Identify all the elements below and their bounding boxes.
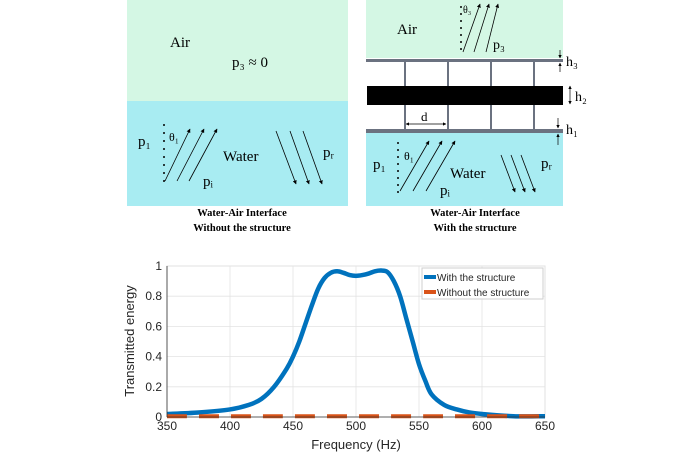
pi-label: pᵢ [203, 174, 214, 190]
x-tick-label: 550 [409, 419, 429, 433]
h3-label: h₃ [566, 55, 578, 70]
caption-line2: Without the structure [193, 223, 291, 234]
water-region [366, 132, 563, 206]
transmission-chart: 350 400 450 500 550 600 650 0 0.2 0.4 0.6 0.8 1 Freq… [122, 259, 555, 452]
y-tick-label: 0.6 [145, 319, 162, 333]
caption-line1: Water-Air Interface [430, 208, 520, 219]
air-label: Air [397, 22, 417, 38]
pi-label: pᵢ [440, 183, 451, 199]
legend: With the structure Without the structure [421, 267, 544, 300]
y-tick-label: 0 [155, 410, 162, 424]
x-tick-label: 650 [535, 419, 555, 433]
x-axis-label: Frequency (Hz) [311, 437, 401, 452]
p1-label: p₁ [138, 134, 151, 150]
theta3-label: θ₃ [463, 5, 471, 16]
p3-label: p₃ ≈ 0 [232, 55, 268, 71]
y-tick-label: 0.4 [145, 350, 162, 364]
p1-label: p₁ [373, 157, 386, 173]
right-panel: Air θ₃ p₃ h₃ h₂ h₁ d Water p₁ θ₁ pᵢ pᵣ [366, 0, 587, 234]
theta1-label: θ₁ [169, 130, 179, 144]
legend-label-without: Without the structure [437, 288, 530, 299]
caption-line2: With the structure [433, 223, 516, 234]
air-label: Air [170, 35, 190, 51]
h2-label: h₂ [575, 90, 587, 105]
pr-label: pᵣ [541, 156, 553, 172]
top-plate [366, 59, 563, 62]
series-line-with [166, 268, 546, 419]
d-label: d [421, 109, 428, 124]
incident-arrows [164, 128, 218, 182]
caption-line1: Water-Air Interface [197, 208, 287, 219]
x-tick-label: 500 [346, 419, 366, 433]
black-plate [367, 86, 563, 105]
y-tick-label: 1 [155, 259, 162, 273]
legend-label-with: With the structure [437, 273, 516, 284]
series-layer [166, 268, 546, 419]
x-tick-label: 600 [472, 419, 492, 433]
legend-box [421, 267, 544, 300]
reflected-arrows [275, 130, 323, 185]
water-label: Water [223, 149, 258, 165]
x-tick-label: 450 [283, 419, 303, 433]
incident-arrows [399, 140, 456, 192]
transmitted-arrows [462, 3, 500, 53]
water-label: Water [450, 166, 485, 182]
theta1-label: θ₁ [404, 149, 414, 163]
y-tick-label: 0.2 [145, 380, 162, 394]
x-tick-label: 350 [157, 419, 177, 433]
y-axis-label: Transmitted energy [122, 285, 137, 397]
bottom-plate [366, 129, 563, 133]
pr-label: pᵣ [323, 145, 335, 161]
y-tick-label: 0.8 [145, 289, 162, 303]
p3-label: p₃ [493, 38, 505, 53]
left-panel: Air p₃ ≈ 0 Water p₁ θ₁ pᵢ pᵣ Water-Air I… [127, 0, 348, 234]
x-tick-label: 400 [220, 419, 240, 433]
h1-label: h₁ [566, 123, 578, 138]
reflected-arrows [500, 154, 536, 193]
air-region [127, 0, 348, 101]
tick-labels: 350 400 450 500 550 600 650 0 0.2 0.4 0.6 0.8 1 [145, 259, 555, 433]
dimension-markers [405, 50, 572, 145]
